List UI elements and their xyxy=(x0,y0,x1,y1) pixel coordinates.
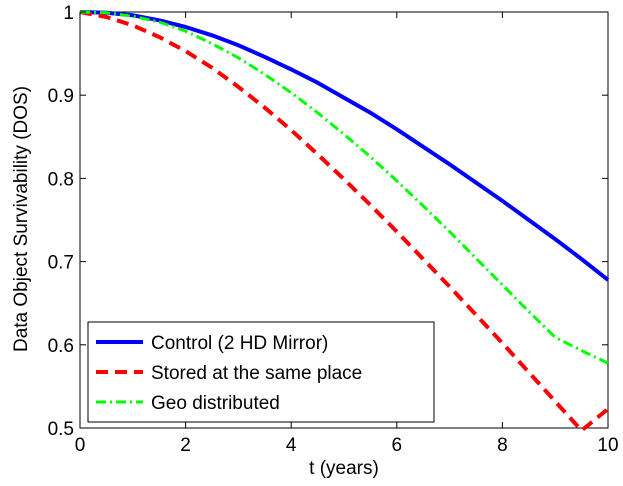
x-tick-label: 8 xyxy=(497,435,508,456)
series-line-1 xyxy=(79,10,610,282)
legend-label-3: Geo distributed xyxy=(151,393,280,414)
x-tick-label: 0 xyxy=(75,435,86,456)
y-tick-label: 0.7 xyxy=(48,253,74,274)
x-tick-label: 2 xyxy=(180,435,191,456)
x-tick-label: 10 xyxy=(597,435,618,456)
series-line-2 xyxy=(79,10,610,433)
y-tick-label: 0.9 xyxy=(48,86,74,107)
y-axis-label: Data Object Survivability (DOS) xyxy=(11,86,32,352)
legend-label-2: Stored at the same place xyxy=(151,363,362,384)
x-tick-label: 6 xyxy=(392,435,403,456)
x-axis-label: t (years) xyxy=(309,458,379,479)
y-tick-label: 1 xyxy=(63,3,74,24)
plot-frame-rect xyxy=(79,11,609,429)
series-line-3 xyxy=(79,10,609,365)
axis-ticks: 0 2 4 6 8 10 0.5 0.6 0.7 0.8 0.9 1 xyxy=(48,3,619,456)
legend-label-1: Control (2 HD Mirror) xyxy=(151,333,328,354)
plot-frame xyxy=(79,11,609,429)
y-tick-label: 0.5 xyxy=(48,419,74,440)
x-tick-label: 4 xyxy=(286,435,297,456)
series-lines xyxy=(79,10,610,433)
y-tick-label: 0.8 xyxy=(48,169,74,190)
legend: Control (2 HD Mirror) Stored at the same … xyxy=(87,321,435,423)
y-tick-label: 0.6 xyxy=(48,336,74,357)
legend-box xyxy=(87,321,435,423)
